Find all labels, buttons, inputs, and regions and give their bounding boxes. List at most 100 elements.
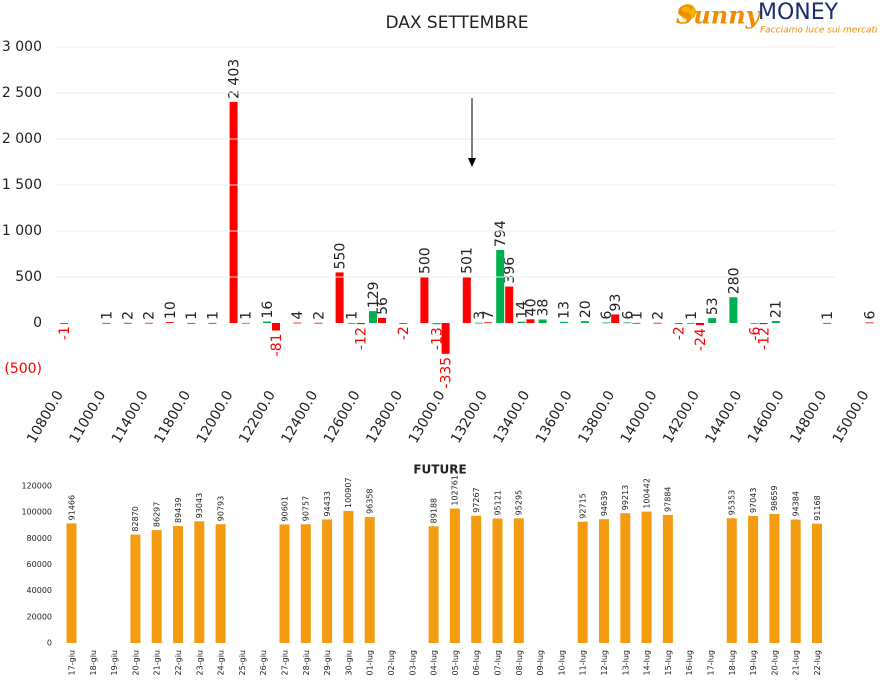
y-tick-label: 100000	[21, 508, 52, 517]
data-label: 2	[311, 311, 327, 320]
logo-tagline: Facciamo luce sui mercati	[760, 26, 878, 36]
data-label: -13	[430, 327, 446, 350]
bar	[823, 322, 832, 324]
x-tick-label: 11000.0	[67, 388, 110, 446]
bar	[475, 322, 483, 324]
bar	[364, 516, 375, 643]
bar	[602, 322, 611, 324]
bar	[187, 322, 196, 324]
x-tick-label: 06-lug	[472, 650, 481, 675]
data-label: 1	[184, 311, 200, 320]
x-tick-label: 11-lug	[579, 650, 588, 675]
y-tick-label: 80000	[27, 534, 52, 543]
data-label: 89439	[174, 498, 183, 523]
bar	[399, 323, 408, 324]
data-label: 97884	[664, 486, 673, 511]
data-label: 2	[142, 311, 158, 320]
y-tick-label: 500	[15, 269, 42, 285]
x-tick-label: 30-giu	[344, 650, 353, 675]
data-label: 1	[684, 311, 700, 320]
y-tick-label: 120000	[21, 482, 52, 491]
data-label: 4	[290, 311, 306, 320]
bar	[123, 322, 132, 324]
bar	[632, 322, 641, 324]
data-label: 14	[514, 301, 530, 319]
x-tick-label: 20-giu	[131, 650, 140, 675]
x-tick-label: 13600.0	[533, 388, 576, 446]
x-tick-label: 05-lug	[451, 650, 460, 675]
bar	[513, 518, 524, 643]
bar	[599, 519, 609, 643]
data-label: 794	[493, 220, 509, 247]
y-tick-label: (500)	[4, 361, 42, 377]
annotation-arrow	[468, 98, 476, 167]
bar	[60, 323, 68, 324]
data-label: 95353	[728, 490, 737, 515]
data-label: -12	[354, 327, 370, 350]
bar	[208, 322, 217, 324]
x-tick-label: 14200.0	[660, 388, 703, 446]
x-tick-label: 02-lug	[387, 650, 396, 675]
bar	[428, 526, 439, 643]
bar	[441, 323, 450, 354]
x-tick-label: 14000.0	[618, 388, 661, 446]
data-label: 6	[599, 310, 615, 319]
x-tick-label: 17-lug	[707, 650, 716, 675]
bar	[66, 523, 77, 643]
x-tick-label: 21-lug	[792, 650, 801, 675]
data-label: 82870	[131, 506, 140, 531]
data-label: 94639	[600, 491, 609, 516]
data-label: 500	[417, 247, 433, 274]
bar	[611, 314, 620, 323]
bar	[771, 321, 780, 323]
bar	[496, 249, 505, 323]
y-tick-label: 1 000	[2, 223, 42, 239]
y-tick-label: 0	[33, 315, 42, 331]
logo-money: MONEY	[758, 0, 839, 25]
bar	[173, 525, 183, 643]
x-tick-label: 04-lug	[430, 650, 439, 675]
data-label: 20	[578, 300, 594, 318]
bar	[322, 519, 333, 643]
bar	[130, 534, 141, 643]
logo-sun	[680, 4, 696, 20]
x-tick-label: 11400.0	[109, 388, 152, 446]
data-label: -2	[672, 326, 688, 340]
data-label: -81	[269, 333, 285, 356]
bar	[674, 323, 683, 324]
data-label: 56	[375, 297, 391, 315]
data-label: 1	[205, 311, 221, 320]
data-label: 10	[163, 301, 179, 319]
data-label: 93	[608, 294, 624, 312]
bar	[369, 311, 377, 323]
chart-title: FUTURE	[413, 463, 466, 477]
data-label: 97267	[472, 487, 481, 512]
data-label: 91168	[813, 495, 822, 520]
bar	[696, 323, 704, 326]
x-tick-label: 22-lug	[813, 650, 822, 675]
bar	[166, 322, 174, 323]
y-tick-label: 0	[47, 639, 52, 648]
bar	[623, 322, 632, 324]
x-tick-label: 21-giu	[153, 650, 162, 675]
data-label: 90757	[302, 496, 311, 521]
data-label: 501	[460, 247, 476, 274]
x-tick-label: 12600.0	[321, 388, 364, 446]
y-tick-label: 1 500	[2, 177, 42, 193]
bar	[356, 323, 365, 325]
data-label: 94384	[792, 491, 801, 516]
y-tick-label: 3 000	[2, 39, 42, 55]
data-label: -1	[57, 326, 73, 340]
bar	[517, 321, 526, 323]
bar	[293, 322, 302, 324]
bar	[378, 317, 386, 323]
x-tick-label: 29-giu	[323, 650, 332, 675]
data-label: 2	[121, 311, 137, 320]
bar	[347, 322, 356, 324]
data-label: 40	[523, 298, 539, 316]
data-label: 16	[260, 301, 276, 319]
x-tick-label: 19-giu	[110, 650, 119, 675]
data-label: -6	[748, 326, 764, 340]
data-label: 96358	[366, 488, 375, 513]
bar	[662, 514, 673, 643]
